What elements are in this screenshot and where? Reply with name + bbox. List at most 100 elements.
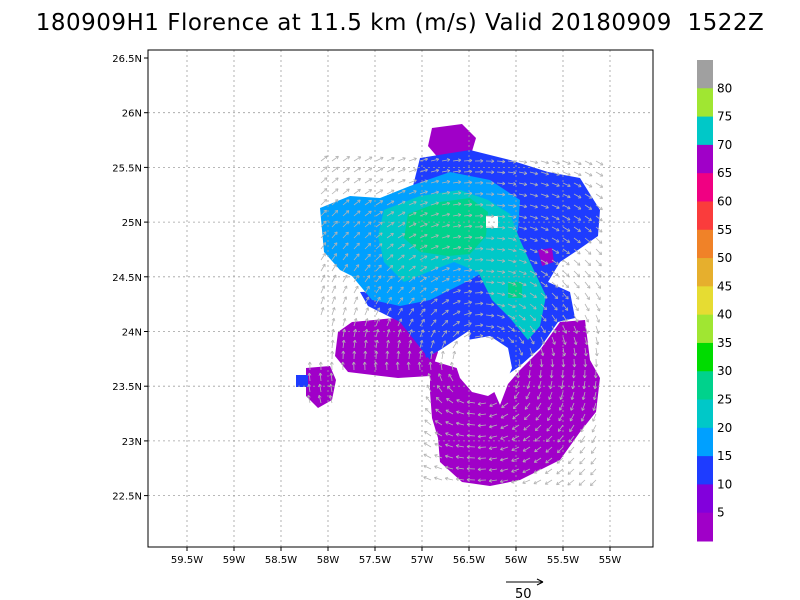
wind-vector <box>452 279 461 283</box>
wind-vector-head <box>523 282 527 287</box>
wind-vector-head <box>435 212 439 217</box>
wind-vector <box>529 182 538 186</box>
wind-vector <box>364 286 370 294</box>
wind-vector <box>434 443 443 448</box>
wind-vector-head <box>511 316 516 320</box>
wind-vector-head <box>593 375 598 379</box>
wind-vector-head <box>457 278 461 283</box>
wind-vector-head <box>317 394 322 399</box>
wind-vector-head <box>307 361 312 365</box>
wind-vector <box>419 276 427 283</box>
wind-vector-head <box>534 271 538 276</box>
wind-vector <box>573 259 581 266</box>
wind-vector-head <box>438 373 442 377</box>
colorbar-segment <box>697 286 713 316</box>
wind-vector-head <box>411 297 415 301</box>
wind-vector <box>364 156 373 162</box>
wind-vector-head <box>501 270 506 274</box>
wind-vector <box>375 286 381 294</box>
wind-vector <box>485 303 495 306</box>
colorbar-segment <box>697 258 713 287</box>
wind-vector <box>518 215 527 219</box>
wind-vector <box>474 313 484 316</box>
wind-vector <box>452 268 461 272</box>
wind-vector-head <box>367 264 371 268</box>
wind-vector-head <box>323 198 328 203</box>
wind-vector <box>456 433 465 437</box>
wind-vector-head <box>512 282 516 286</box>
wind-vector-head <box>533 480 537 485</box>
wind-vector <box>489 413 498 418</box>
wind-vector-head <box>556 172 560 176</box>
wind-vector-head <box>599 229 603 233</box>
wind-vector-head <box>544 261 549 265</box>
wind-vector <box>419 308 426 316</box>
wind-vector-head <box>501 292 506 297</box>
wind-vector <box>578 479 586 486</box>
wind-vector-head <box>534 260 538 265</box>
wind-vector-head <box>386 339 390 344</box>
wind-vector-head <box>562 352 566 357</box>
colorbar-segment <box>697 314 713 344</box>
wind-vector <box>551 314 557 322</box>
wind-vector-head <box>523 171 528 175</box>
wind-vector-head <box>373 361 378 365</box>
wind-vector <box>595 347 598 356</box>
wind-vector <box>540 325 546 333</box>
wind-vector <box>452 159 461 162</box>
wind-vector-head <box>523 182 528 187</box>
wind-vector <box>547 413 553 421</box>
wind-vector <box>456 445 465 448</box>
wind-vector <box>590 468 597 476</box>
wind-vector <box>320 220 327 228</box>
wind-vector <box>375 264 382 272</box>
wind-vector <box>430 202 439 206</box>
wind-vector-head <box>534 160 539 165</box>
wind-vector-head <box>578 161 582 166</box>
wind-vector-head <box>512 304 516 309</box>
wind-vector <box>507 248 516 252</box>
wind-vector-head <box>434 431 438 436</box>
wind-vector <box>551 358 554 368</box>
wind-vector <box>386 189 395 195</box>
wind-vector-head <box>480 213 484 218</box>
wind-vector-head <box>599 162 604 166</box>
wind-vector-head <box>541 341 546 345</box>
wind-vector <box>342 296 347 305</box>
wind-vector <box>452 351 456 360</box>
lon-tick-label: 59.5W <box>171 555 203 566</box>
wind-vector <box>408 201 417 206</box>
wind-vector-head <box>346 177 350 182</box>
wind-vector-head <box>583 364 588 368</box>
wind-vector-head <box>412 255 416 259</box>
wind-vector <box>584 259 591 266</box>
wind-vector <box>595 215 603 222</box>
wind-vector-head <box>480 279 484 284</box>
wind-vector-head <box>512 226 517 230</box>
wind-vector-head <box>558 407 563 411</box>
wind-vector-head <box>445 443 449 448</box>
wind-vector <box>500 435 509 440</box>
wind-vector-head <box>590 450 595 454</box>
wind-vector-head <box>391 167 395 172</box>
wind-vector <box>522 457 531 463</box>
wind-vector-head <box>446 277 450 282</box>
wind-vector-head <box>592 418 596 422</box>
wind-vector-head <box>537 385 542 390</box>
lat-tick-label: 24.5N <box>112 273 142 284</box>
wind-vector-head <box>534 227 538 231</box>
colorbar-segment <box>697 512 713 542</box>
wind-vector-head <box>556 460 561 464</box>
wind-vector-head <box>356 221 361 225</box>
wind-vector-head <box>346 166 350 171</box>
wind-vector <box>441 191 450 195</box>
wind-vector <box>375 221 383 228</box>
wind-vector <box>386 168 395 173</box>
wind-vector <box>562 237 570 243</box>
colorbar-segment <box>697 88 713 118</box>
wind-vector <box>477 424 487 427</box>
wind-vector-head <box>318 372 323 376</box>
wind-vector-head <box>523 215 528 220</box>
wind-vector-head <box>401 265 405 269</box>
wind-vector-head <box>502 159 506 164</box>
